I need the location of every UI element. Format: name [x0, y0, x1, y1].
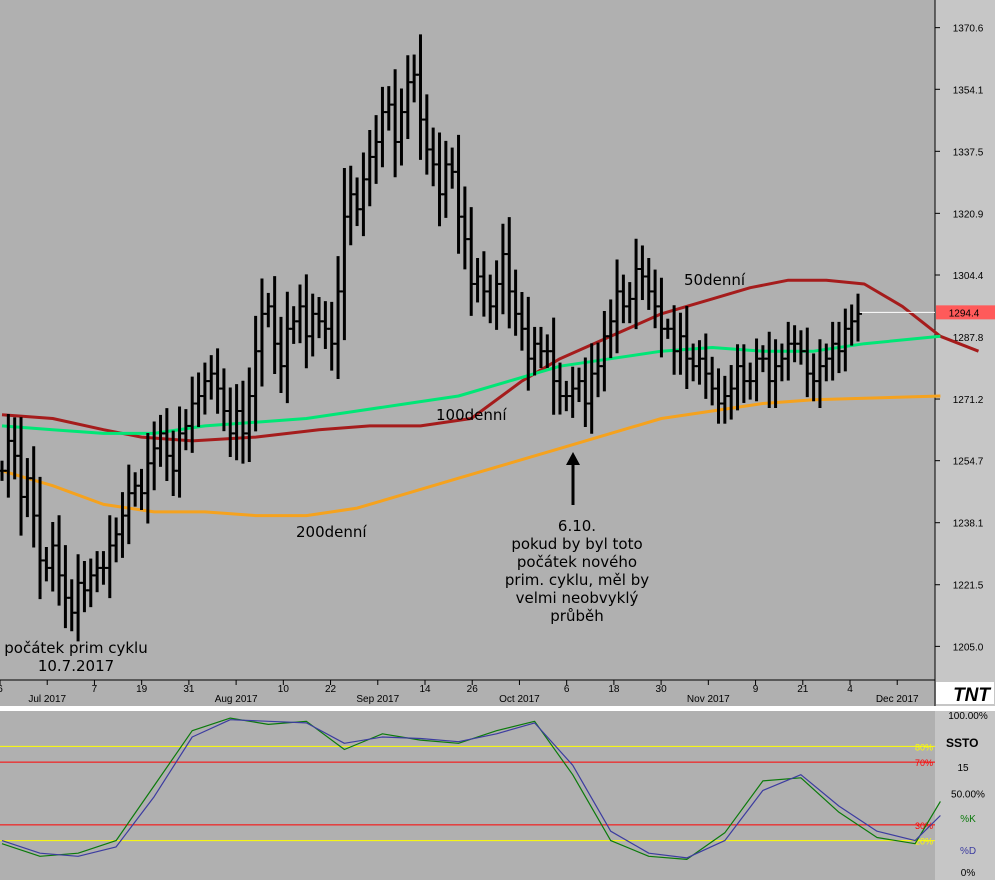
- oscillator-level-label: 30%: [915, 821, 933, 831]
- time-tick-label: Oct 2017: [499, 694, 540, 705]
- time-tick-label: 7: [92, 684, 98, 695]
- time-tick-label: 31: [183, 684, 195, 695]
- cycle-start-annot-line-2: 10.7.2017: [38, 657, 114, 675]
- time-tick-label: Aug 2017: [215, 694, 258, 705]
- ma50-label: 50denní: [684, 271, 746, 289]
- time-tick-label: 21: [797, 684, 809, 695]
- price-tick-label: 1271.2: [953, 395, 984, 406]
- oscillator-series-line: [1, 717, 941, 861]
- tnt-logo: TNT: [953, 685, 991, 706]
- time-tick-label: 6: [564, 684, 570, 695]
- oscillator-panel: 80% 70% 30% 20% 100.00% 50.00% 0%: [0, 711, 988, 879]
- time-tick-label: 30: [656, 684, 668, 695]
- time-tick-label: Dec 2017: [876, 694, 919, 705]
- ssto-period: 15: [957, 763, 969, 774]
- time-tick-label: 6: [0, 684, 3, 695]
- oscillator-level-label: 20%: [915, 837, 933, 847]
- time-tick-label: 10: [278, 684, 290, 695]
- price-tick-label: 1205.0: [953, 642, 984, 653]
- oct6-annot-line-1: 6.10.: [558, 517, 596, 535]
- d-legend: %D: [960, 846, 976, 857]
- ma100-label: 100denní: [436, 406, 507, 424]
- price-tick-label: 1354.1: [953, 85, 984, 96]
- time-tick-label: 4: [847, 684, 853, 695]
- ma200-label: 200denní: [296, 523, 367, 541]
- current-price-label: 1294.4: [949, 308, 980, 319]
- price-tick-label: 1304.4: [953, 271, 984, 282]
- time-tick-label: Sep 2017: [356, 694, 399, 705]
- cycle-start-annot-line-1: počátek prim cyklu: [4, 639, 147, 657]
- oct6-annot-line-6: průběh: [550, 607, 603, 625]
- ohlc-bar: [854, 293, 862, 342]
- oscillator-scale-label: 50.00%: [951, 790, 985, 801]
- price-tick-label: 1238.1: [953, 519, 984, 530]
- oct6-annot-line-2: pokud by byl toto: [511, 535, 642, 553]
- oct6-annot-line-3: počátek nového: [517, 553, 637, 571]
- oscillator-scale-label: 100.00%: [948, 711, 988, 722]
- oct6-annot-line-4: prim. cyklu, měl by: [505, 571, 649, 589]
- price-tick-label: 1254.7: [953, 457, 984, 468]
- price-tick-label: 1370.6: [953, 24, 984, 35]
- time-tick-label: 18: [608, 684, 620, 695]
- price-tick-label: 1337.5: [953, 147, 984, 158]
- oscillator-level-label: 70%: [915, 758, 933, 768]
- panel-separator: [0, 706, 995, 711]
- oscillator-level-label: 80%: [915, 742, 933, 752]
- time-tick-label: 9: [753, 684, 759, 695]
- moving-average-line: [1, 394, 941, 518]
- time-tick-label: 19: [136, 684, 148, 695]
- ssto-label: SSTO: [946, 736, 978, 750]
- time-tick-label: 22: [325, 684, 337, 695]
- oct6-arrow: [566, 452, 580, 505]
- time-tick-label: 26: [467, 684, 479, 695]
- k-legend: %K: [960, 814, 976, 825]
- time-tick-label: Jul 2017: [28, 694, 66, 705]
- time-tick-label: 14: [419, 684, 431, 695]
- price-tick-label: 1320.9: [953, 209, 984, 220]
- price-panel: 1370.6 1354.1 1337.5 1320.9 1304.4 1287.8 1271…: [0, 0, 995, 706]
- oscillator-scale-label: 0%: [961, 868, 976, 879]
- price-axis-panel: [935, 0, 995, 880]
- price-tick-label: 1221.5: [953, 581, 984, 592]
- oscillator-series-line: [1, 719, 941, 859]
- price-tick-label: 1287.8: [953, 333, 984, 344]
- oct6-annot-line-5: velmi neobvyklý: [516, 589, 639, 607]
- time-tick-label: Nov 2017: [687, 694, 730, 705]
- logo-background: [936, 682, 994, 704]
- current-price-tag: [936, 305, 995, 320]
